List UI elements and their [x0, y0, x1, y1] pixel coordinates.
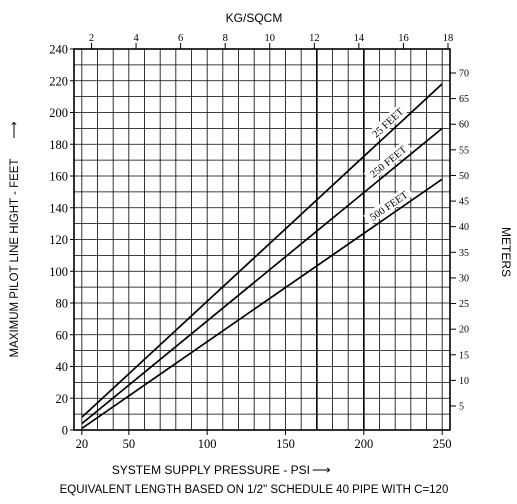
top-tick-label: 10: [265, 33, 276, 44]
series-layer: [81, 83, 443, 430]
x-tick-label: 50: [123, 437, 136, 451]
right-tick-label: 65: [459, 94, 469, 105]
series-label-group: 25 FEET: [366, 102, 409, 143]
right-tick-label: 25: [459, 299, 469, 310]
right-tick-label: 45: [459, 197, 469, 208]
series-label: 25 FEET: [371, 106, 407, 140]
right-tick-label: 60: [459, 120, 469, 131]
x-tick-label: 100: [198, 437, 217, 451]
right-tick-label: 35: [459, 248, 469, 259]
top-tick-label: 6: [178, 33, 183, 44]
x-tick-label: 250: [433, 437, 452, 451]
right-tick-label: 40: [459, 222, 469, 233]
y-tick-label: 40: [56, 360, 69, 374]
right-tick-label: 70: [459, 69, 469, 80]
y-tick-label: 20: [56, 392, 69, 406]
series-line: [81, 178, 443, 430]
top-axis-title: KG/SQCM: [226, 11, 283, 25]
right-axis-title: METERS: [499, 227, 513, 277]
y-tick-label: 120: [49, 233, 68, 247]
x-axis-arrow: ⟶: [312, 462, 331, 477]
top-tick-label: 18: [443, 33, 454, 44]
x-tick-label: 150: [276, 437, 295, 451]
y-tick-label: 60: [56, 328, 69, 342]
y-tick-label: 240: [49, 43, 68, 57]
right-tick-label: 5: [459, 402, 464, 413]
right-tick-label: 30: [459, 273, 469, 284]
y-tick-label: 140: [49, 201, 68, 215]
right-tick-label: 20: [459, 325, 469, 336]
right-tick-label: 50: [459, 171, 469, 182]
tick-layer: 20 50 100 150 200 250020406080100120140160180…: [49, 33, 469, 451]
y-axis-arrow: ⟶: [7, 121, 21, 138]
series-label: 500 FEET: [368, 189, 410, 223]
top-tick-label: 8: [223, 33, 228, 44]
y-tick-label: 220: [49, 74, 68, 88]
series-label: 250 FEET: [368, 144, 409, 180]
y-tick-label: 200: [49, 106, 68, 120]
x-tick-label: 200: [354, 437, 373, 451]
top-tick-label: 4: [133, 33, 139, 44]
y-tick-label: 0: [62, 424, 68, 438]
series-label-background: [363, 185, 414, 226]
series-line: [81, 127, 443, 425]
y-axis-title: MAXIMUM PILOT LINE HIGHT - FEET: [9, 159, 21, 358]
series-label-background: [363, 139, 413, 183]
series-label-background: [366, 102, 409, 143]
y-tick-label: 160: [49, 170, 68, 184]
y-tick-label: 100: [49, 265, 68, 279]
y-tick-label: 80: [56, 297, 69, 311]
right-tick-label: 15: [459, 350, 469, 361]
y-tick-label: 180: [49, 138, 68, 152]
top-tick-label: 14: [354, 33, 365, 44]
series-line: [81, 83, 443, 418]
series-label-group: 250 FEET: [363, 139, 413, 183]
top-tick-label: 2: [89, 33, 94, 44]
top-tick-label: 16: [398, 33, 409, 44]
top-tick-label: 12: [309, 33, 320, 44]
footnote: EQUIVALENT LENGTH BASED ON 1/2" SCHEDULE…: [60, 484, 449, 496]
right-tick-label: 55: [459, 145, 469, 156]
x-tick-label: 20: [76, 437, 89, 451]
right-tick-label: 10: [459, 376, 469, 387]
x-axis-title: SYSTEM SUPPLY PRESSURE - PSI: [112, 463, 310, 477]
